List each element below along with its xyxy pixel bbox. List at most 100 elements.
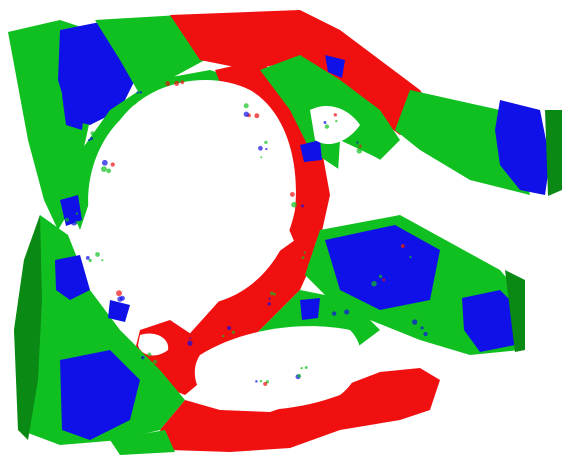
upper-arm: [8, 10, 562, 230]
surface-speck: [226, 325, 232, 331]
surface-speck: [409, 255, 412, 259]
lower-arm: [14, 215, 525, 455]
surface-speck: [147, 352, 152, 357]
surface-speck: [106, 168, 112, 174]
surface-speck: [384, 285, 388, 289]
surface-speck: [343, 307, 347, 310]
surface-speck: [89, 137, 93, 141]
surface-speck: [116, 290, 122, 297]
surface-speck: [101, 166, 107, 173]
lower-left-wall-face: [14, 215, 42, 440]
surface-speck: [409, 241, 414, 247]
upper-left-green-strip: [95, 15, 205, 95]
surface-speck: [174, 80, 180, 86]
surface-speck: [331, 311, 337, 316]
surface-speck: [297, 373, 302, 378]
center-right-blue-1: [325, 55, 345, 78]
surface-speck: [270, 291, 274, 296]
surface-speck: [411, 319, 418, 325]
surface-speck: [303, 251, 306, 254]
surface-speck: [300, 366, 303, 370]
surface-speck: [65, 217, 69, 222]
lower-right-tip-blue: [462, 290, 520, 352]
surface-speck: [264, 140, 268, 145]
upper-left-blue-patch-2: [62, 95, 85, 130]
surface-speck: [307, 262, 314, 268]
top-right-green-band: [395, 90, 530, 195]
top-red-band: [170, 10, 440, 135]
surface-speck: [133, 99, 138, 104]
surface-speck: [223, 325, 227, 328]
surface-speck: [87, 138, 91, 142]
upper-right-tip-blue: [495, 100, 550, 195]
surface-speck: [268, 297, 271, 300]
surface-speck: [117, 296, 123, 302]
surface-speck: [186, 344, 193, 351]
surface-speck: [324, 124, 330, 129]
surface-speck: [90, 131, 95, 136]
large-circular-hole: [88, 80, 296, 305]
surface-speck: [258, 145, 263, 151]
surface-speck: [356, 141, 359, 144]
surface-speck: [400, 244, 405, 249]
lower-middle-blue: [300, 298, 320, 320]
surface-speck: [333, 113, 337, 117]
surface-speck: [382, 278, 386, 282]
surface-speck: [70, 219, 77, 226]
left-inner-blue: [60, 195, 82, 226]
surface-speck: [180, 80, 185, 85]
surface-speck: [259, 379, 263, 383]
surface-speck: [423, 331, 428, 337]
surface-speck: [165, 81, 171, 86]
surface-speck: [136, 91, 139, 94]
lower-left-small-hole: [138, 333, 169, 356]
surface-speck: [75, 212, 79, 215]
upper-left-blue-patch: [58, 22, 135, 125]
surface-speck: [265, 147, 268, 151]
surface-speck: [344, 309, 350, 315]
surface-speck: [371, 280, 377, 287]
surface-speck: [289, 192, 295, 197]
center-right-blue-2: [300, 140, 322, 162]
surface-speck: [110, 162, 115, 167]
surface-speck: [263, 381, 268, 386]
lower-right-tip-face: [505, 270, 525, 352]
bottom-red-band: [160, 368, 440, 452]
surface-speck: [139, 90, 143, 94]
lower-left-blue-1: [55, 255, 90, 300]
surface-speck: [301, 256, 305, 260]
surface-speck: [304, 366, 308, 370]
surface-speck: [118, 305, 123, 311]
surface-speck: [291, 201, 297, 208]
lower-center-hole: [194, 326, 361, 411]
surface-speck: [152, 359, 158, 364]
right-mid-hole: [338, 140, 395, 178]
surface-speck: [335, 119, 338, 123]
surface-speck: [187, 340, 193, 346]
surface-speck: [356, 143, 361, 148]
lower-left-blue-2: [60, 350, 140, 440]
surface-speck: [101, 259, 104, 262]
surface-speck: [95, 252, 100, 257]
surface-speck: [243, 111, 250, 117]
surface-speck: [85, 255, 90, 260]
surface-speck: [260, 156, 263, 159]
surface-speck: [222, 334, 225, 338]
surface-speck: [301, 204, 305, 208]
upper-right-tip-face: [545, 110, 562, 196]
surface-speck: [420, 326, 424, 330]
surface-speck: [308, 251, 312, 255]
lower-left-blue-3: [108, 300, 130, 322]
right-upper-hole: [310, 105, 360, 145]
surface-speck: [334, 306, 339, 310]
surface-speck: [323, 121, 327, 124]
surface-speck: [273, 292, 276, 296]
surface-speck: [267, 302, 271, 306]
surface-speck: [254, 113, 260, 119]
surface-speck: [410, 324, 415, 330]
surface-speck: [378, 274, 383, 279]
surface-noise: [65, 78, 428, 386]
mesh-holes: [88, 80, 395, 411]
